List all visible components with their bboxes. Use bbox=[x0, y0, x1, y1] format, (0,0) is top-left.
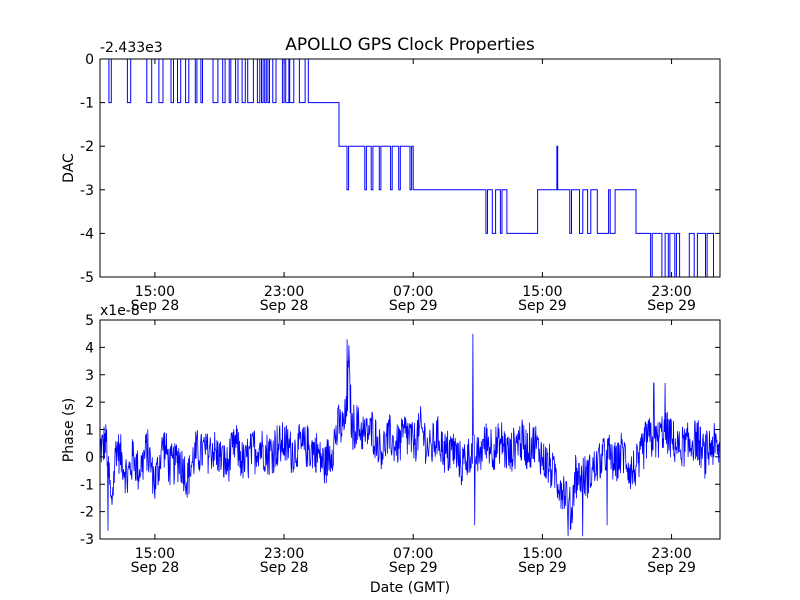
dac-ylabel: DAC bbox=[61, 153, 77, 183]
xtick-time-label: 15:00 bbox=[522, 284, 562, 300]
ytick-label: -4 bbox=[80, 226, 94, 242]
xtick-time-label: 15:00 bbox=[522, 546, 562, 562]
phase-yticks: 5 4 3 2 1 0 -1 -2 -3 bbox=[80, 313, 720, 548]
dac-series bbox=[106, 58, 720, 278]
ytick-label: -1 bbox=[80, 477, 94, 493]
ytick-label: 3 bbox=[85, 368, 94, 384]
ytick-label: 4 bbox=[85, 340, 94, 356]
xtick-date-label: Sep 28 bbox=[131, 560, 180, 576]
ytick-label: 1 bbox=[85, 423, 94, 439]
dac-yticks: 0 -1 -2 -3 -4 -5 bbox=[80, 52, 720, 286]
xtick-date-label: Sep 29 bbox=[389, 560, 438, 576]
ytick-label: 2 bbox=[85, 395, 94, 411]
ytick-label: -2 bbox=[80, 505, 94, 521]
xtick-time-label: 23:00 bbox=[264, 284, 304, 300]
ytick-label: -1 bbox=[80, 96, 94, 112]
phase-offset-label: x1e-8 bbox=[100, 303, 140, 319]
xtick-date-label: Sep 29 bbox=[647, 560, 696, 576]
xtick-time-label: 23:00 bbox=[264, 546, 304, 562]
dac-offset-label: -2.433e3 bbox=[100, 40, 163, 56]
dac-step-line bbox=[106, 58, 720, 278]
xtick-time-label: 07:00 bbox=[393, 284, 433, 300]
xtick-date-label: Sep 28 bbox=[260, 560, 309, 576]
xtick-time-label: 07:00 bbox=[393, 546, 433, 562]
xtick-time-label: 15:00 bbox=[135, 284, 175, 300]
ytick-label: -3 bbox=[80, 183, 94, 199]
phase-ylabel: Phase (s) bbox=[61, 398, 77, 462]
chart-title: APOLLO GPS Clock Properties bbox=[285, 35, 535, 55]
xtick-date-label: Sep 29 bbox=[518, 298, 567, 314]
dac-axes-frame bbox=[99, 58, 721, 278]
ytick-label: 0 bbox=[85, 52, 94, 68]
xtick-date-label: Sep 28 bbox=[260, 298, 309, 314]
xtick-time-label: 15:00 bbox=[135, 546, 175, 562]
xtick-date-label: Sep 29 bbox=[389, 298, 438, 314]
ytick-label: 0 bbox=[85, 450, 94, 466]
phase-xlabel: Date (GMT) bbox=[370, 580, 450, 596]
xtick-time-label: 23:00 bbox=[651, 546, 691, 562]
ytick-label: 5 bbox=[85, 313, 94, 329]
ytick-label: -3 bbox=[80, 532, 94, 548]
xtick-date-label: Sep 29 bbox=[518, 560, 567, 576]
xtick-date-label: Sep 28 bbox=[131, 298, 180, 314]
xtick-date-label: Sep 29 bbox=[647, 298, 696, 314]
phase-line bbox=[99, 333, 721, 537]
phase-series bbox=[99, 333, 721, 537]
ytick-label: -2 bbox=[80, 139, 94, 155]
xtick-time-label: 23:00 bbox=[651, 284, 691, 300]
phase-axes-frame bbox=[99, 319, 721, 540]
ytick-label: -5 bbox=[80, 270, 94, 286]
